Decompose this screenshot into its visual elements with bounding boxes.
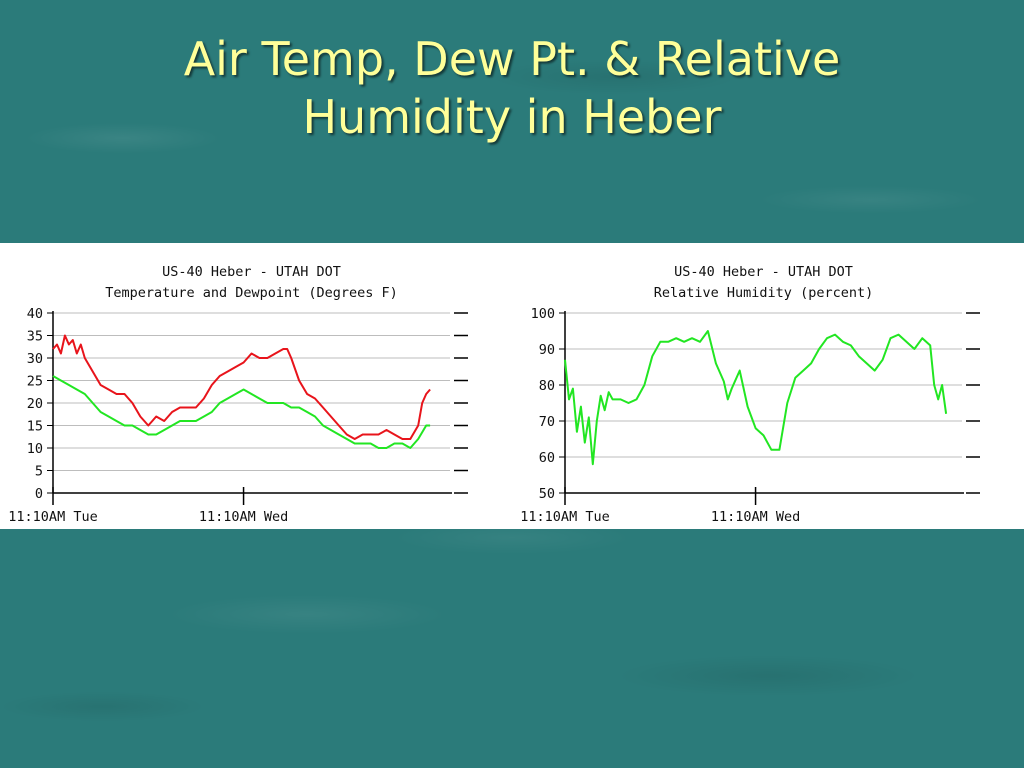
slide-title: Air Temp, Dew Pt. & Relative Humidity in…	[0, 30, 1024, 146]
x-tick-label: 11:10AM Wed	[711, 509, 800, 525]
slide-title-line-2: Humidity in Heber	[302, 90, 722, 144]
chart-panel: US-40 Heber - UTAH DOT Temperature and De…	[0, 243, 1024, 529]
y-tick-label: 20	[27, 396, 43, 412]
y-tick-label: 60	[539, 450, 555, 466]
y-tick-label: 50	[539, 486, 555, 502]
y-tick-label: 0	[35, 486, 43, 502]
y-tick-label: 10	[27, 441, 43, 457]
x-tick-label: 11:10AM Tue	[8, 509, 97, 525]
y-tick-label: 5	[35, 464, 43, 480]
y-tick-label: 90	[539, 342, 555, 358]
y-tick-label: 80	[539, 378, 555, 394]
y-tick-label: 30	[27, 351, 43, 367]
x-tick-label: 11:10AM Wed	[199, 509, 288, 525]
y-tick-label: 100	[531, 306, 555, 322]
series-line-1	[52, 334, 431, 440]
chart-title: US-40 Heber - UTAH DOT	[674, 264, 853, 280]
series-line-1	[564, 330, 948, 466]
y-tick-label: 25	[27, 374, 43, 390]
y-tick-label: 40	[27, 306, 43, 322]
series-line-2	[52, 375, 431, 449]
chart-subtitle: Relative Humidity (percent)	[654, 285, 873, 301]
chart-title: US-40 Heber - UTAH DOT	[162, 264, 341, 280]
y-tick-label: 35	[27, 329, 43, 345]
temperature-dewpoint-chart: US-40 Heber - UTAH DOT Temperature and De…	[8, 264, 468, 525]
chart-subtitle: Temperature and Dewpoint (Degrees F)	[105, 285, 398, 301]
relative-humidity-chart: US-40 Heber - UTAH DOT Relative Humidity …	[520, 264, 980, 525]
slide-title-line-1: Air Temp, Dew Pt. & Relative	[183, 32, 841, 86]
y-tick-label: 15	[27, 419, 43, 435]
y-tick-label: 70	[539, 414, 555, 430]
x-tick-label: 11:10AM Tue	[520, 509, 609, 525]
